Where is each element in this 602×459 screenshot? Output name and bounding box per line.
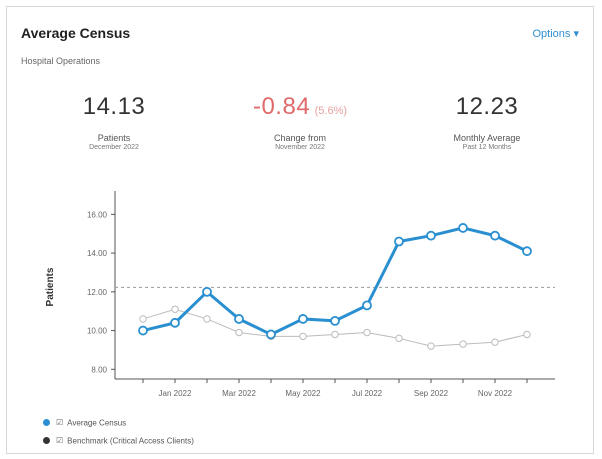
average-census-card: Average Census Hospital Operations Optio… <box>6 6 594 454</box>
y-tick-label: 10.00 <box>87 327 108 336</box>
x-tick-label: Sep 2022 <box>414 389 449 398</box>
legend-swatch <box>43 437 50 445</box>
line-chart: 8.00 10.00 12.00 14.00 16.00 Jan 2022 Mar 2022… <box>45 191 555 398</box>
kpi-sublabel: Past 12 Months <box>462 144 512 151</box>
legend-label: Average Census <box>67 418 127 428</box>
data-point <box>298 314 308 324</box>
x-tick-label: May 2022 <box>285 389 321 398</box>
data-point <box>170 317 180 328</box>
kpi-change: -0.84 (5.6%) Change from November 2022 <box>225 93 375 151</box>
legend-swatch <box>43 419 50 427</box>
y-tick-label: 14.00 <box>87 249 108 258</box>
kpi-value: 12.23 <box>455 93 519 120</box>
kpi-percent: (5.6%) <box>314 105 348 117</box>
data-point <box>203 315 211 323</box>
y-axis-title: Patients <box>45 267 56 306</box>
data-point <box>138 325 148 336</box>
series-line-benchmark <box>142 308 528 347</box>
data-point <box>490 230 500 241</box>
data-point <box>362 300 372 311</box>
kpi-sublabel: November 2022 <box>275 144 325 151</box>
data-point <box>427 342 435 350</box>
x-tick-label: Nov 2022 <box>478 389 513 398</box>
data-point <box>234 314 244 324</box>
legend-label: Benchmark (Critical Access Clients) <box>67 436 194 446</box>
x-tick-label: Mar 2022 <box>222 389 256 398</box>
data-point <box>202 286 212 297</box>
kpi-sublabel: December 2022 <box>89 144 139 151</box>
checkbox-icon[interactable]: ☑ <box>56 418 64 428</box>
legend-item-benchmark[interactable]: ☑ Benchmark (Critical Access Clients) <box>43 436 194 445</box>
x-tick-label: Jul 2022 <box>352 389 383 398</box>
data-point <box>266 329 276 340</box>
data-point <box>394 236 404 247</box>
data-point <box>171 305 179 313</box>
data-point <box>139 315 147 323</box>
options-dropdown[interactable]: Options ▾ <box>532 28 580 40</box>
kpi-patients: 14.13 Patients December 2022 <box>39 93 189 151</box>
data-point <box>299 332 307 341</box>
kpi-monthly-average: 12.23 Monthly Average Past 12 Months <box>412 93 562 151</box>
data-point <box>395 334 403 343</box>
y-tick-label: 12.00 <box>87 288 108 297</box>
checkbox-icon[interactable]: ☑ <box>56 436 64 446</box>
kpi-value: -0.84 <box>252 93 311 120</box>
data-point <box>363 328 371 337</box>
data-point <box>426 230 436 241</box>
data-point <box>459 340 467 348</box>
data-point <box>522 246 532 257</box>
y-tick-label: 16.00 <box>87 210 108 219</box>
legend-item-average-census[interactable]: ☑ Average Census <box>43 418 126 427</box>
data-point <box>458 223 468 233</box>
card-title: Average Census <box>21 25 131 41</box>
kpi-label: Patients <box>97 133 131 143</box>
data-point <box>331 330 339 339</box>
x-tick-label: Jan 2022 <box>159 389 192 398</box>
card-subtitle: Hospital Operations <box>21 56 101 66</box>
y-tick-label: 8.00 <box>91 365 107 374</box>
kpi-label: Change from <box>273 133 327 143</box>
kpi-value: 14.13 <box>82 93 146 120</box>
data-point <box>523 330 531 339</box>
data-point <box>235 328 243 337</box>
data-point <box>491 338 499 346</box>
kpi-label: Monthly Average <box>453 133 521 143</box>
data-point <box>330 315 340 326</box>
